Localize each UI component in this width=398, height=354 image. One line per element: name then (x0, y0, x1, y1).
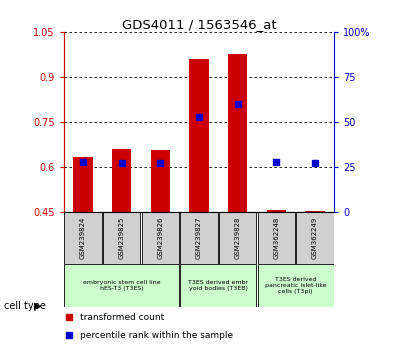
Text: GSM239826: GSM239826 (157, 217, 163, 259)
FancyBboxPatch shape (258, 264, 334, 307)
Bar (305, 211, 325, 212)
Bar (189, 59, 209, 212)
Text: percentile rank within the sample: percentile rank within the sample (80, 331, 233, 340)
FancyBboxPatch shape (180, 212, 218, 264)
Text: GSM239824: GSM239824 (80, 217, 86, 259)
Bar (151, 150, 170, 212)
FancyBboxPatch shape (64, 212, 101, 264)
FancyBboxPatch shape (258, 212, 295, 264)
Text: cell type: cell type (4, 301, 46, 311)
Text: GSM362249: GSM362249 (312, 217, 318, 259)
Text: GSM239827: GSM239827 (196, 217, 202, 259)
FancyBboxPatch shape (142, 212, 179, 264)
Text: embryonic stem cell line
hES-T3 (T3ES): embryonic stem cell line hES-T3 (T3ES) (83, 280, 160, 291)
Text: GSM239825: GSM239825 (119, 217, 125, 259)
Bar (267, 210, 286, 212)
FancyBboxPatch shape (219, 212, 256, 264)
Text: T3ES derived embr
yoid bodies (T3EB): T3ES derived embr yoid bodies (T3EB) (188, 280, 248, 291)
Text: GSM239828: GSM239828 (235, 217, 241, 259)
FancyBboxPatch shape (180, 264, 256, 307)
Bar (228, 55, 247, 212)
FancyBboxPatch shape (103, 212, 140, 264)
Title: GDS4011 / 1563546_at: GDS4011 / 1563546_at (122, 18, 276, 31)
Text: transformed count: transformed count (80, 313, 164, 322)
Text: ▶: ▶ (34, 301, 41, 311)
FancyBboxPatch shape (64, 264, 179, 307)
FancyBboxPatch shape (297, 212, 334, 264)
Bar (73, 156, 93, 212)
Bar (112, 149, 131, 212)
Text: GSM362248: GSM362248 (273, 217, 279, 259)
Text: T3ES derived
pancreatic islet-like
cells (T3pi): T3ES derived pancreatic islet-like cells… (265, 277, 326, 294)
